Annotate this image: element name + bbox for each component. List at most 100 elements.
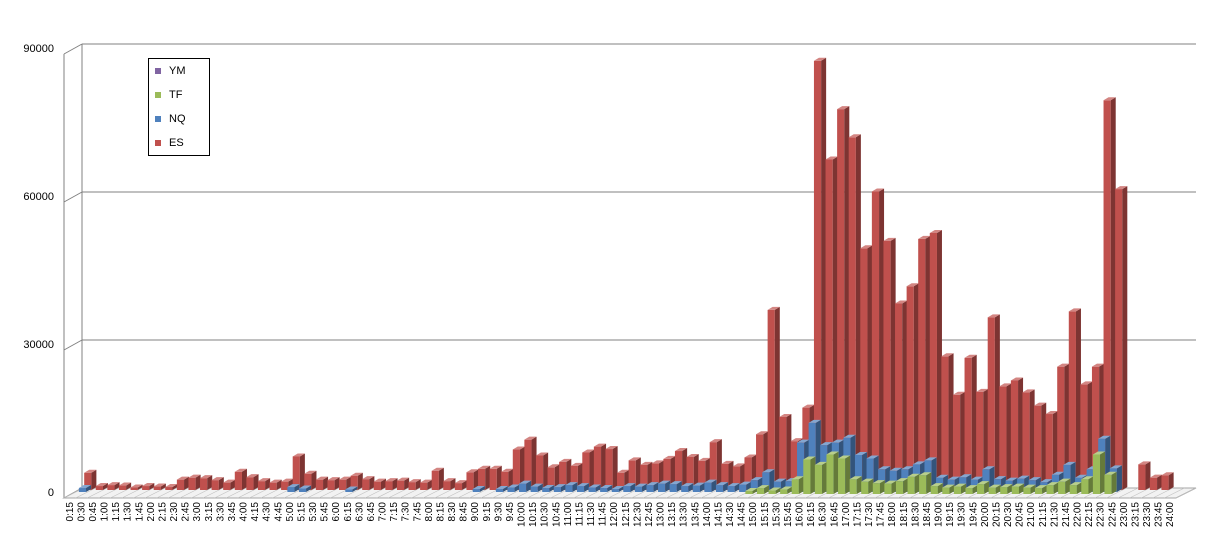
floor-divider xyxy=(376,487,397,499)
x-tick-label: 20:30 xyxy=(1003,502,1014,527)
legend-swatch-nq xyxy=(155,116,161,122)
bar-tf-22:15 xyxy=(1092,451,1106,494)
floor-divider xyxy=(1106,487,1127,499)
floor-divider xyxy=(214,487,235,499)
x-tick-label: 1:15 xyxy=(111,502,122,522)
bar-es-23:15 xyxy=(1149,474,1163,490)
x-tick-label: 3:15 xyxy=(204,502,215,522)
y-tick-label: 60000 xyxy=(23,191,54,203)
bar-es-3:00 xyxy=(211,477,224,490)
floor-divider xyxy=(191,487,212,499)
x-tick-label: 20:00 xyxy=(980,502,991,527)
bar-nq-12:45 xyxy=(658,480,671,492)
x-tick-label: 18:45 xyxy=(922,502,933,527)
x-tick-label: 13:45 xyxy=(690,502,701,527)
floor-divider xyxy=(446,487,467,499)
x-tick-label: 14:30 xyxy=(725,502,736,527)
x-tick-label: 23:00 xyxy=(1119,502,1130,527)
floor-divider xyxy=(226,487,247,499)
x-tick-label: 23:15 xyxy=(1130,502,1141,527)
bar-nq-8:45 xyxy=(472,486,485,492)
floor-divider xyxy=(434,487,455,499)
bar-tf-17:45 xyxy=(884,480,897,494)
bar-es-23:00 xyxy=(1138,461,1151,490)
bar-es-9:30 xyxy=(512,446,525,490)
floor-divider xyxy=(1141,487,1162,499)
x-tick-label: 22:15 xyxy=(1084,502,1095,527)
x-tick-label: 22:00 xyxy=(1073,502,1084,527)
x-tick-label: 20:45 xyxy=(1015,502,1026,527)
bar-es-21:30 xyxy=(1068,308,1081,490)
floor-divider xyxy=(353,487,374,499)
x-tick-label: 5:45 xyxy=(320,502,331,522)
bar-es-8:45 xyxy=(478,465,491,490)
legend-label-es: ES xyxy=(169,137,184,149)
floor-divider xyxy=(75,487,96,499)
bar-es-6:45 xyxy=(385,478,398,490)
bar-nq-9:30 xyxy=(507,484,520,492)
bar-tf-22:30 xyxy=(1104,471,1117,494)
chart-legend: YM TF NQ ES xyxy=(148,58,210,156)
x-tick-label: 16:00 xyxy=(795,502,806,527)
x-tick-label: 2:45 xyxy=(181,502,192,522)
bar-es-11:00 xyxy=(582,449,595,490)
x-tick-label: 16:15 xyxy=(806,502,817,527)
x-tick-label: 10:45 xyxy=(551,502,562,527)
bar-es-20:15 xyxy=(1010,377,1024,490)
bar-nq-9:45 xyxy=(519,480,532,492)
bar-es-6:30 xyxy=(373,478,386,490)
x-tick-label: 6:45 xyxy=(366,502,377,522)
bar-es-2:00 xyxy=(165,484,178,490)
x-tick-label: 7:45 xyxy=(412,502,423,522)
bar-es-10:00 xyxy=(535,452,549,490)
legend-label-ym: YM xyxy=(169,65,186,77)
x-tick-label: 1:00 xyxy=(100,502,111,522)
x-tick-label: 8:45 xyxy=(459,502,470,522)
bar-nq-10:45 xyxy=(565,482,578,492)
x-tick-label: 12:30 xyxy=(632,502,643,527)
bar-es-13:00 xyxy=(674,448,688,490)
x-tick-label: 15:30 xyxy=(771,502,782,527)
floor-divider xyxy=(179,487,200,499)
bar-tf-19:15 xyxy=(953,483,967,494)
bar-tf-20:15 xyxy=(1000,484,1013,494)
bar-tf-20:45 xyxy=(1023,484,1036,494)
bar-nq-11:45 xyxy=(611,486,624,492)
bar-es-1:30 xyxy=(142,483,155,490)
bar-es-10:30 xyxy=(559,458,572,490)
x-tick-label: 9:45 xyxy=(505,502,516,522)
floor-divider xyxy=(1164,487,1185,499)
floor-divider xyxy=(469,487,490,499)
gridline-diag xyxy=(63,43,83,55)
bar-tf-18:15 xyxy=(907,473,920,494)
bar-tf-21:15 xyxy=(1046,482,1059,494)
bar-es-2:15 xyxy=(176,476,190,490)
bar-es-19:30 xyxy=(976,388,989,490)
bar-es-15:00 xyxy=(767,306,780,490)
floor-divider xyxy=(144,487,166,499)
bar-tf-17:00 xyxy=(849,476,862,494)
bar-nq-11:00 xyxy=(576,483,590,492)
x-tick-label: 12:15 xyxy=(621,502,632,527)
bar-es-16:30 xyxy=(837,106,850,490)
bar-es-7:15 xyxy=(408,479,421,490)
bar-tf-14:45 xyxy=(745,488,758,494)
bar-nq-5:00 xyxy=(298,485,312,492)
x-tick-label: 0:30 xyxy=(76,502,87,522)
x-tick-label: 15:00 xyxy=(748,502,759,527)
x-tick-label: 4:00 xyxy=(239,502,250,522)
bar-es-21:45 xyxy=(1080,381,1093,490)
floor-divider xyxy=(341,487,363,499)
x-tick-label: 9:00 xyxy=(470,502,481,522)
bar-nq-12:15 xyxy=(634,483,648,492)
bar-es-13:45 xyxy=(709,439,722,490)
x-tick-label: 7:00 xyxy=(378,502,389,522)
bar-es-3:15 xyxy=(223,479,236,490)
x-tick-label: 2:30 xyxy=(169,502,180,522)
bar-tf-17:30 xyxy=(872,480,885,494)
x-tick-label: 19:45 xyxy=(968,502,979,527)
legend-swatch-tf xyxy=(155,92,161,98)
bar-es-0:30 xyxy=(95,483,108,490)
